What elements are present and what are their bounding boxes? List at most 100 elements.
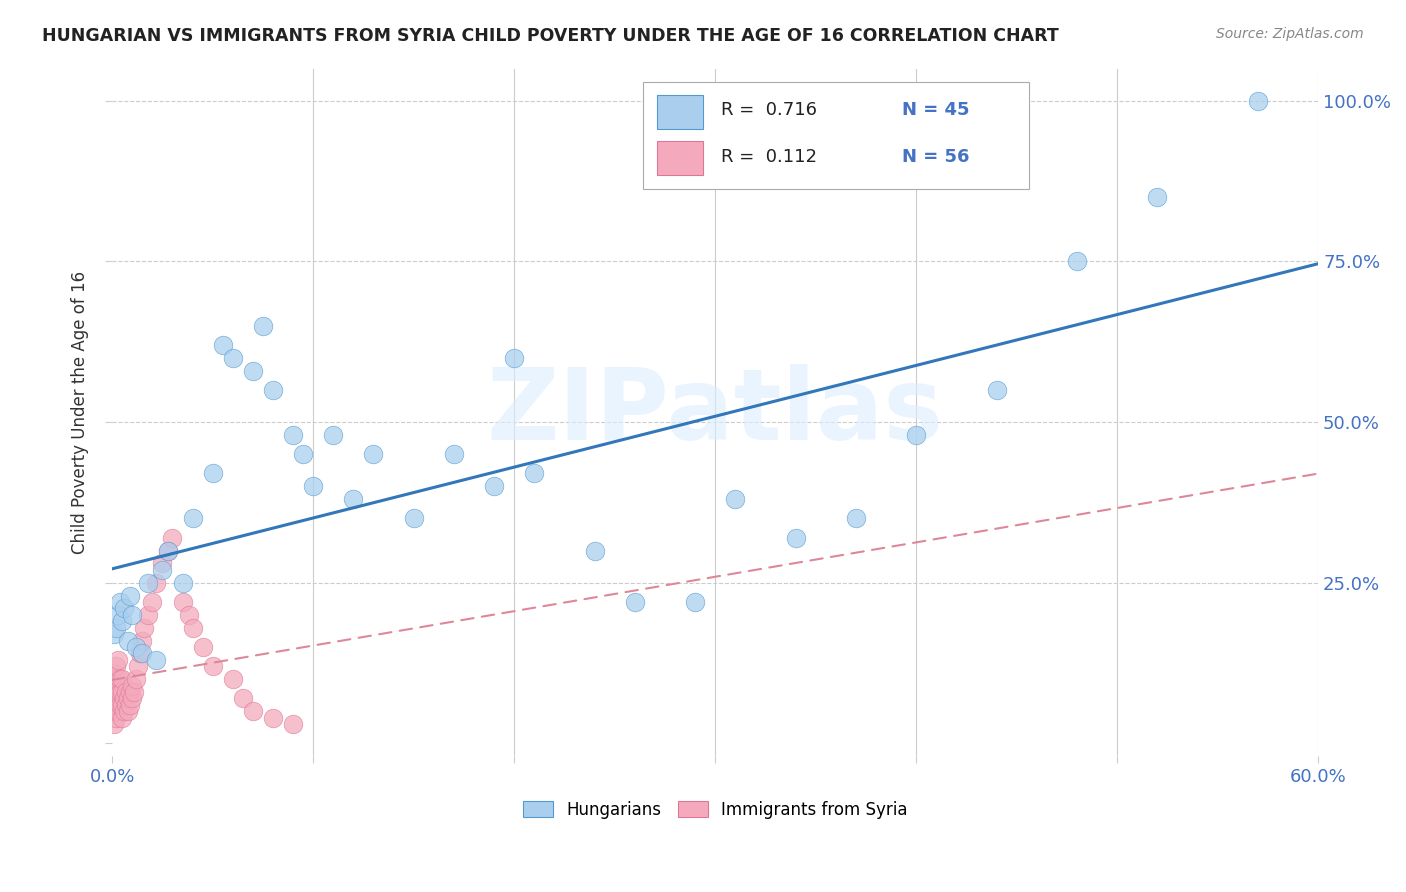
- Point: [322, 428, 344, 442]
- Y-axis label: Child Poverty Under the Age of 16: Child Poverty Under the Age of 16: [72, 271, 89, 554]
- Point: [181, 511, 204, 525]
- Point: [281, 717, 304, 731]
- Point: [108, 595, 131, 609]
- Point: [402, 511, 425, 525]
- Point: [108, 672, 131, 686]
- Point: [191, 640, 214, 654]
- Point: [131, 647, 153, 661]
- Point: [583, 543, 606, 558]
- Point: [103, 679, 125, 693]
- Text: HUNGARIAN VS IMMIGRANTS FROM SYRIA CHILD POVERTY UNDER THE AGE OF 16 CORRELATION: HUNGARIAN VS IMMIGRANTS FROM SYRIA CHILD…: [42, 27, 1059, 45]
- Point: [105, 685, 128, 699]
- Text: N = 56: N = 56: [903, 147, 970, 166]
- Point: [157, 543, 180, 558]
- Point: [683, 595, 706, 609]
- Point: [129, 647, 152, 661]
- Point: [623, 595, 645, 609]
- Point: [105, 698, 128, 712]
- Point: [242, 704, 264, 718]
- Point: [482, 479, 505, 493]
- Point: [292, 447, 315, 461]
- Point: [177, 607, 200, 622]
- Point: [157, 543, 180, 558]
- FancyBboxPatch shape: [643, 82, 1029, 189]
- Point: [181, 621, 204, 635]
- Text: R =  0.716: R = 0.716: [721, 101, 817, 119]
- Point: [201, 467, 224, 481]
- Point: [152, 557, 174, 571]
- Point: [105, 659, 128, 673]
- Point: [101, 704, 124, 718]
- Point: [111, 698, 134, 712]
- Point: [201, 659, 224, 673]
- Text: N = 45: N = 45: [903, 101, 970, 119]
- Point: [222, 672, 245, 686]
- Point: [127, 659, 149, 673]
- Point: [105, 621, 128, 635]
- Point: [107, 704, 129, 718]
- Point: [986, 383, 1008, 397]
- Point: [121, 691, 143, 706]
- Point: [443, 447, 465, 461]
- Point: [105, 672, 128, 686]
- Point: [138, 575, 160, 590]
- Point: [302, 479, 325, 493]
- Point: [121, 679, 143, 693]
- Point: [503, 351, 526, 365]
- Point: [120, 589, 142, 603]
- Point: [232, 691, 254, 706]
- Text: Source: ZipAtlas.com: Source: ZipAtlas.com: [1216, 27, 1364, 41]
- Point: [101, 685, 124, 699]
- Point: [117, 691, 139, 706]
- Point: [172, 595, 194, 609]
- Point: [172, 575, 194, 590]
- Point: [125, 672, 148, 686]
- Point: [122, 685, 145, 699]
- Point: [363, 447, 385, 461]
- Point: [342, 492, 364, 507]
- Point: [125, 640, 148, 654]
- Point: [523, 467, 546, 481]
- Point: [111, 672, 134, 686]
- Point: [105, 711, 128, 725]
- Point: [211, 338, 233, 352]
- Point: [262, 383, 284, 397]
- Point: [108, 685, 131, 699]
- FancyBboxPatch shape: [657, 95, 703, 129]
- Point: [103, 691, 125, 706]
- Point: [112, 691, 135, 706]
- Point: [111, 615, 134, 629]
- Point: [252, 318, 274, 333]
- Point: [115, 685, 138, 699]
- Point: [120, 698, 142, 712]
- Point: [724, 492, 747, 507]
- Point: [1247, 94, 1270, 108]
- Point: [134, 621, 156, 635]
- Point: [107, 691, 129, 706]
- FancyBboxPatch shape: [657, 141, 703, 175]
- Point: [845, 511, 868, 525]
- Point: [242, 363, 264, 377]
- Point: [138, 607, 160, 622]
- Point: [905, 428, 928, 442]
- Point: [141, 595, 163, 609]
- Point: [262, 711, 284, 725]
- Point: [103, 665, 125, 680]
- Point: [103, 717, 125, 731]
- Point: [145, 575, 167, 590]
- Point: [112, 704, 135, 718]
- Point: [107, 679, 129, 693]
- Point: [1146, 190, 1168, 204]
- Point: [145, 653, 167, 667]
- Point: [107, 653, 129, 667]
- Point: [281, 428, 304, 442]
- Point: [117, 704, 139, 718]
- Point: [111, 711, 134, 725]
- Text: R =  0.112: R = 0.112: [721, 147, 817, 166]
- Point: [1066, 254, 1088, 268]
- Point: [121, 607, 143, 622]
- Point: [117, 633, 139, 648]
- Point: [131, 633, 153, 648]
- Point: [785, 531, 807, 545]
- Point: [120, 685, 142, 699]
